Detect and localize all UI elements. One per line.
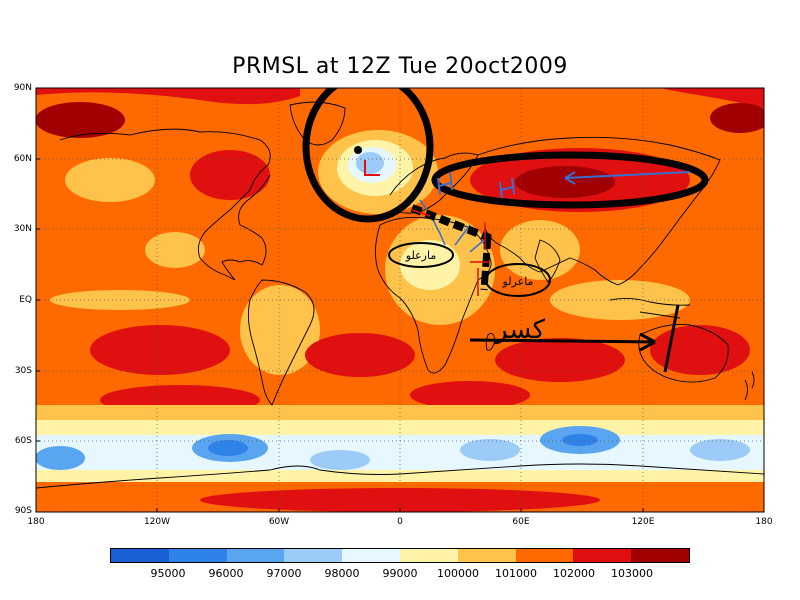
field-so-low1 xyxy=(36,446,85,470)
colorbar xyxy=(110,548,690,563)
annotation-oval-siberia xyxy=(431,151,709,209)
annotation-black-dashes xyxy=(410,204,492,242)
annotation-circle-iceland xyxy=(302,88,434,223)
annotation-arrow-black xyxy=(469,332,656,352)
colorbar-swatch xyxy=(631,549,689,562)
colorbar-swatch xyxy=(284,549,343,562)
field-s-atl-high xyxy=(305,333,415,377)
annotation-arabic-1: مارعلو xyxy=(405,249,437,262)
lat-label-60n: 60N xyxy=(13,154,32,164)
colorbar-swatch xyxy=(515,549,574,562)
annotation-dot xyxy=(354,146,362,154)
annotation-arrow-blue1 xyxy=(564,171,691,185)
lon-label-120e: 120E xyxy=(631,517,655,527)
coast-north-america xyxy=(59,128,271,281)
colorbar-label-95000: 95000 xyxy=(150,567,186,580)
field-africa-low-core xyxy=(400,240,460,290)
ticks xyxy=(36,87,644,513)
lat-label-60s: 60S xyxy=(14,436,32,446)
coast-new-zealand xyxy=(744,371,755,401)
colorbar-label-96000: 96000 xyxy=(208,567,244,580)
colorbar-label-97000: 97000 xyxy=(266,567,302,580)
colorbar-label-100000: 100000 xyxy=(437,567,479,580)
lat-label-eq: EQ xyxy=(19,295,32,305)
colorbar-swatch xyxy=(399,549,458,562)
colorbar-label-99000: 99000 xyxy=(382,567,418,580)
annotation-arabic-2: ماعرلو xyxy=(502,275,534,288)
annotations xyxy=(302,88,709,373)
lat-label-90n: 90N xyxy=(13,83,32,93)
field-high-arctic3 xyxy=(36,102,125,138)
colorbar-swatch xyxy=(111,549,169,562)
coast-madagascar xyxy=(485,332,496,351)
field-s-pac-high xyxy=(90,325,230,375)
field-s-40-high2 xyxy=(410,381,530,409)
annotation-red-l xyxy=(364,160,380,176)
annotation-blue-h1 xyxy=(437,171,453,196)
colorbar-label-103000: 103000 xyxy=(611,567,653,580)
annotation-red-marks xyxy=(411,209,490,296)
field-so-low2-core xyxy=(208,440,248,456)
annotation-oval-1 xyxy=(388,242,454,268)
annotation-oval-2 xyxy=(485,263,551,297)
field-siberian-high-core xyxy=(515,166,615,198)
graticule xyxy=(36,88,764,512)
colorbar-label-102000: 102000 xyxy=(553,567,595,580)
coast-australia xyxy=(638,324,729,383)
colorbar-swatch xyxy=(573,549,632,562)
field-high-arctic2 xyxy=(660,88,764,108)
lon-label-60e: 60E xyxy=(512,517,530,527)
annotation-arabic-3: كسر xyxy=(493,315,546,345)
field-s-aus-high xyxy=(650,325,750,375)
field-na-trough xyxy=(65,158,155,202)
lat-label-30s: 30S xyxy=(14,366,32,376)
field-so-low5-core xyxy=(562,434,598,446)
colorbar-swatch xyxy=(457,549,516,562)
colorbar-label-98000: 98000 xyxy=(324,567,360,580)
lon-label-180e: 180 xyxy=(755,517,773,527)
lon-label-60w: 60W xyxy=(268,517,290,527)
coast-europe xyxy=(389,152,479,214)
field-so-low4 xyxy=(460,439,520,461)
coast-south-america xyxy=(247,279,315,406)
colorbar-swatch xyxy=(168,549,227,562)
colorbar-swatch xyxy=(226,549,285,562)
lat-label-90s: 90S xyxy=(14,506,32,516)
annotation-blue-h2 xyxy=(499,177,515,199)
field-na-high xyxy=(190,150,270,200)
lon-label-120w: 120W xyxy=(143,517,171,527)
field-so-low6 xyxy=(690,439,750,461)
lon-label-180w: 180 xyxy=(27,517,45,527)
colorbar-swatch xyxy=(342,549,400,562)
field-sa-low xyxy=(240,285,320,375)
lon-label-0: 0 xyxy=(397,517,403,527)
annotation-vertical-line xyxy=(663,304,680,373)
coast-antarctica xyxy=(36,463,764,489)
coast-greenland xyxy=(289,101,346,146)
map-title: PRMSL at 12Z Tue 20oct2009 xyxy=(232,54,568,79)
field-pac-yellow xyxy=(145,232,205,268)
colorbar-label-101000: 101000 xyxy=(495,567,537,580)
field-high-arctic4 xyxy=(710,103,764,133)
lat-label-30n: 30N xyxy=(13,224,32,234)
field-iceland-low-core xyxy=(356,152,384,174)
field-high-arctic xyxy=(36,88,300,105)
field-so-low3 xyxy=(310,450,370,470)
coast-africa xyxy=(375,216,492,374)
